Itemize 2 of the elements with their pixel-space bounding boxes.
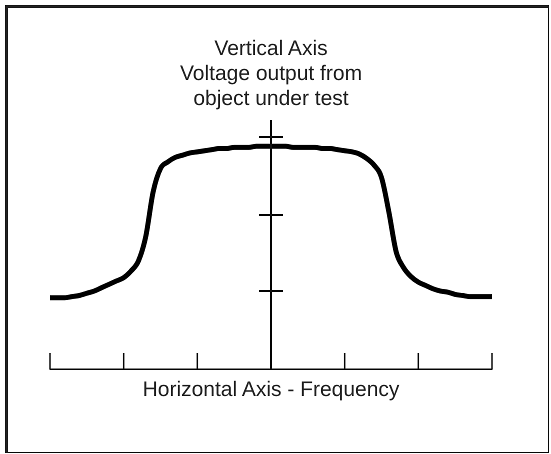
y-axis-title: Vertical Axis Voltage output from object under test xyxy=(178,36,364,111)
x-axis-title: Horizontal Axis - Frequency xyxy=(142,377,400,402)
